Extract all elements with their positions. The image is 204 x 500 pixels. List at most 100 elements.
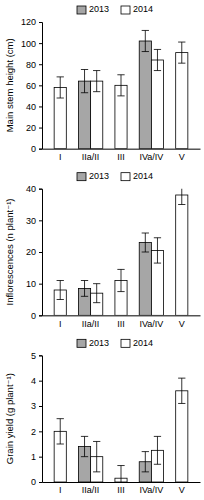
- error-line: [84, 436, 85, 456]
- tick-label: V: [179, 319, 185, 329]
- error-cap: [178, 204, 185, 205]
- error-bar: [57, 419, 64, 444]
- tick: III: [117, 152, 125, 162]
- bar: [139, 243, 151, 316]
- y-axis: 010203040: [26, 184, 43, 321]
- tick: 40: [26, 102, 42, 112]
- legend-label: 2013: [89, 171, 109, 181]
- x-axis: IIIa/IIIIIIVa/IVV: [43, 149, 201, 162]
- tick-mark: [39, 431, 42, 432]
- tick-mark: [39, 355, 42, 356]
- tick-label: 5: [31, 351, 36, 361]
- legend-label: 2014: [133, 171, 153, 181]
- figure: 020406080100120IIIa/IIIIIIVa/IVVMain ste…: [0, 0, 204, 500]
- legend-label: 2014: [133, 338, 153, 348]
- error-line: [96, 441, 97, 471]
- tick: 60: [26, 81, 42, 91]
- legend: 2013 2014: [77, 338, 153, 348]
- tick-label: 3: [31, 401, 36, 411]
- error-cap: [117, 95, 124, 96]
- tick-label: IIa/II: [82, 485, 100, 495]
- error-line: [84, 281, 85, 297]
- tick: 2: [31, 427, 42, 437]
- axis-line: [39, 23, 43, 150]
- bar: [176, 53, 188, 149]
- error-cap: [81, 436, 88, 437]
- tick-label: 1: [31, 452, 36, 462]
- tick-label: IVa/IV: [139, 152, 163, 162]
- legend-swatch: [121, 339, 130, 347]
- tick-label: 100: [21, 38, 36, 48]
- error-cap: [154, 237, 161, 238]
- legend-label: 2013: [89, 338, 109, 348]
- error-cap: [117, 74, 124, 75]
- tick: I: [59, 485, 62, 495]
- axis-line: [43, 482, 201, 483]
- error-cap: [57, 444, 64, 445]
- tick-mark: [39, 284, 42, 285]
- plot-area: [54, 378, 188, 482]
- legend-label: 2013: [89, 4, 109, 14]
- error-cap: [93, 441, 100, 442]
- error-cap: [57, 76, 64, 77]
- error-line: [181, 42, 182, 63]
- error-cap: [81, 456, 88, 457]
- error-bar: [142, 452, 149, 472]
- error-cap: [142, 451, 149, 452]
- error-cap: [93, 302, 100, 303]
- error-cap: [81, 280, 88, 281]
- legend-swatch: [121, 173, 130, 181]
- error-bar: [81, 70, 88, 93]
- tick-label: IIa/II: [82, 319, 100, 329]
- chart: 020406080100120IIIa/IIIIIIVa/IVVMain ste…: [4, 4, 201, 162]
- x-axis: IIIa/IIIIIIVa/IVV: [43, 316, 201, 329]
- tick-mark: [39, 189, 42, 190]
- error-bar: [142, 30, 149, 51]
- error-bar: [178, 189, 185, 205]
- error-cap: [81, 92, 88, 93]
- error-bar: [154, 49, 161, 70]
- error-cap: [93, 91, 100, 92]
- error-line: [157, 436, 158, 464]
- legend-swatch: [77, 339, 86, 347]
- tick-label: I: [59, 152, 62, 162]
- tick-label: I: [59, 485, 62, 495]
- error-bar: [142, 233, 149, 252]
- bar: [176, 195, 188, 315]
- plot-area: [54, 30, 188, 148]
- bar: [139, 41, 151, 149]
- legend-label: 2014: [133, 4, 153, 14]
- tick-mark: [39, 220, 42, 221]
- tick-label: 40: [26, 102, 36, 112]
- tick-mark: [39, 149, 42, 150]
- error-bar: [57, 281, 64, 300]
- error-cap: [93, 70, 100, 71]
- error-bar: [117, 269, 124, 291]
- tick-label: 40: [26, 184, 36, 194]
- tick: 4: [31, 376, 42, 386]
- tick-label: V: [179, 485, 185, 495]
- tick: 3: [31, 401, 42, 411]
- tick: 100: [21, 38, 42, 48]
- tick: 0: [31, 477, 42, 487]
- error-cap: [178, 42, 185, 43]
- tick-label: 0: [31, 311, 36, 321]
- axis-title: Grain yield (g plant⁻¹): [4, 373, 15, 464]
- tick-label: IVa/IV: [139, 485, 163, 495]
- tick: 0: [31, 311, 42, 321]
- tick: III: [117, 485, 125, 495]
- tick: 5: [31, 351, 42, 361]
- error-line: [157, 49, 158, 70]
- tick-mark: [39, 128, 42, 129]
- error-line: [84, 70, 85, 93]
- tick: 10: [26, 279, 42, 289]
- tick: 30: [26, 216, 42, 226]
- error-line: [145, 452, 146, 472]
- tick-label: I: [59, 319, 62, 329]
- legend: 2013 2014: [77, 171, 153, 181]
- tick-label: III: [117, 485, 125, 495]
- tick-mark: [39, 381, 42, 382]
- tick-mark: [39, 64, 42, 65]
- error-line: [60, 419, 61, 444]
- chart: 0 1 2 3 4 5 I IIa/II III IVa/IV V Grain yield (g pl…: [4, 338, 201, 496]
